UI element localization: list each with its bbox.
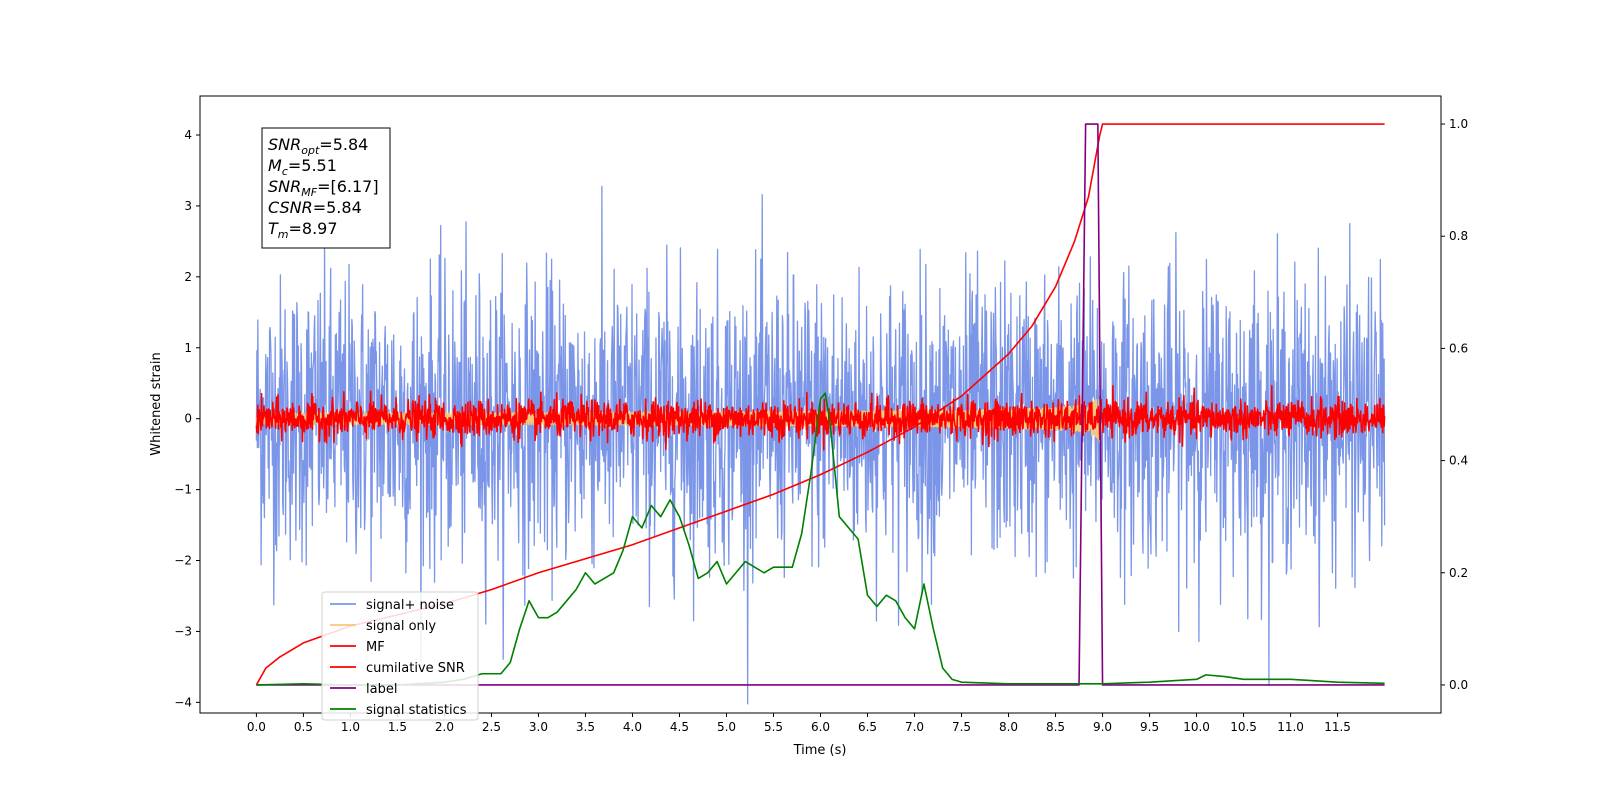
legend-frame: [321, 591, 479, 721]
x-tick-label: 5.5: [764, 720, 783, 734]
legend-entry: MF: [366, 640, 385, 655]
x-tick-label: 2.5: [482, 720, 501, 734]
x-tick-label: 1.5: [388, 720, 407, 734]
y-tick-label-left: 3: [184, 199, 192, 213]
x-tick-label: 3.0: [529, 720, 548, 734]
x-tick-label: 5.0: [717, 720, 736, 734]
x-tick-label: 6.5: [858, 720, 877, 734]
y-tick-label-right: 0.6: [1449, 341, 1468, 355]
x-tick-label: 9.5: [1140, 720, 1159, 734]
x-axis-label: Time (s): [793, 743, 847, 758]
annotation-line: CSNR=5.84: [268, 198, 362, 217]
y-axis-label: Whitened strain: [149, 352, 164, 455]
annotation-line: SNRMF=[6.17]: [268, 177, 379, 199]
legend-entry: label: [366, 682, 397, 697]
x-tick-label: 4.5: [670, 720, 689, 734]
y-tick-label-left: 1: [184, 341, 192, 355]
legend-entry: signal only: [366, 619, 436, 634]
y-tick-label-right: 0.4: [1449, 454, 1468, 468]
x-tick-label: 1.0: [341, 720, 360, 734]
y-tick-label-right: 0.2: [1449, 566, 1468, 580]
annotation-line: Mc=5.51: [268, 156, 337, 178]
x-tick-label: 11.0: [1277, 720, 1304, 734]
annotation-line: Tm=8.97: [268, 219, 338, 241]
series-signal-statistics: [256, 392, 1385, 686]
y-tick-label-left: −1: [174, 483, 192, 497]
y-tick-label-left: 4: [184, 128, 192, 142]
x-tick-label: 7.0: [905, 720, 924, 734]
x-tick-label: 11.5: [1324, 720, 1351, 734]
x-tick-label: 4.0: [623, 720, 642, 734]
x-tick-label: 6.0: [811, 720, 830, 734]
x-tick-label: 2.0: [435, 720, 454, 734]
y-tick-label-right: 1.0: [1449, 117, 1468, 131]
y-tick-label-left: −4: [174, 695, 192, 709]
x-tick-label: 0.0: [247, 720, 266, 734]
series-mf: [255, 384, 1386, 451]
x-tick-label: 9.0: [1093, 720, 1112, 734]
x-tick-label: 0.5: [294, 720, 313, 734]
legend-entry: cumilative SNR: [366, 661, 465, 676]
legend-entry: signal+ noise: [366, 598, 454, 613]
axes: 0.0 0.5 1.0 1.5 2.0 2.5 3.0 3.5 4.0 4.5 5.0 5.5 6.0 6…: [174, 117, 1468, 734]
x-tick-label: 3.5: [576, 720, 595, 734]
series-label: [256, 123, 1385, 686]
y-tick-label-left: 0: [184, 412, 192, 426]
x-tick-label: 10.5: [1230, 720, 1257, 734]
y-tick-label-left: −2: [174, 554, 192, 568]
x-tick-label: 8.5: [1046, 720, 1065, 734]
y-tick-label-right: 0.0: [1449, 678, 1468, 692]
annotation-line: SNRopt=5.84: [268, 135, 368, 157]
y-tick-label-left: −3: [174, 624, 192, 638]
y-tick-label-left: 2: [184, 270, 192, 284]
x-tick-label: 7.5: [952, 720, 971, 734]
annotation-frame: [261, 127, 391, 249]
x-tick-label: 8.0: [999, 720, 1018, 734]
legend-entry: signal statistics: [366, 703, 467, 718]
legend: signal+ noise signal only MF cumilative SNR…: [321, 591, 479, 721]
x-tick-label: 10.0: [1183, 720, 1210, 734]
y-tick-label-right: 0.8: [1449, 229, 1468, 243]
